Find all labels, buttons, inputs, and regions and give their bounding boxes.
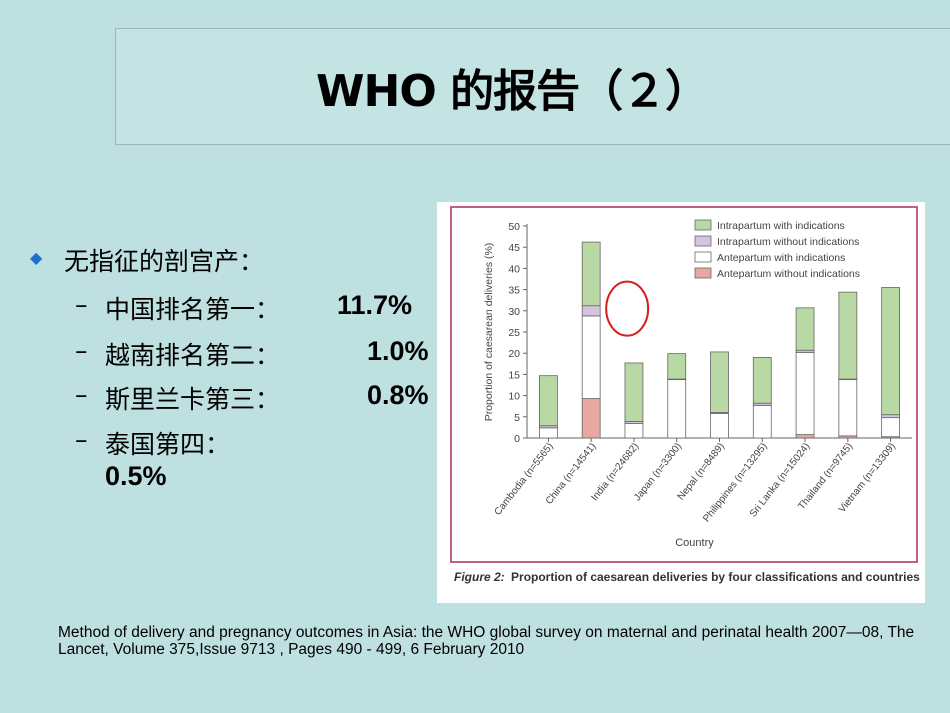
legend-label: Intrapartum without indications <box>717 236 859 248</box>
bar-segment <box>581 241 601 307</box>
y-tick-label: 40 <box>508 263 520 275</box>
bar-segment <box>795 434 815 439</box>
dash-icon: – <box>75 290 88 319</box>
bar-segment <box>581 305 601 317</box>
y-tick-label: 25 <box>508 327 520 339</box>
y-tick-label: 35 <box>508 285 520 297</box>
bar-segment <box>795 307 815 351</box>
y-tick-label: 10 <box>508 391 520 403</box>
dash-icon: – <box>75 380 88 409</box>
bar-segment <box>752 404 772 439</box>
sub-item-value: 1.0% <box>367 336 429 366</box>
bar-segment <box>624 362 644 422</box>
bar-segment <box>838 379 858 437</box>
citation: Method of delivery and pregnancy outcome… <box>58 624 915 658</box>
caption-text: Proportion of caesarean deliveries by fo… <box>511 570 920 584</box>
legend-label: Antepartum with indications <box>717 252 845 264</box>
chart-figure: 0 5 10 15 20 25 30 35 40 45 50 Proportion of caesar… <box>437 202 925 603</box>
bar-segment <box>881 417 900 438</box>
y-tick-label: 50 <box>508 221 520 233</box>
sub-item-value: 0.5% <box>105 461 167 491</box>
legend-label: Intrapartum with indications <box>717 220 845 232</box>
bar-segment <box>881 414 900 419</box>
sub-item-label: 斯里兰卡第三： <box>105 385 281 414</box>
bar-segment <box>581 315 601 399</box>
legend-label: Antepartum without indications <box>717 268 860 280</box>
figure-caption: Figure 2: Proportion of caesarean delive… <box>454 570 920 584</box>
bar-segment <box>710 351 729 413</box>
legend-swatch <box>694 235 712 247</box>
title-box <box>115 28 950 145</box>
bar-segment <box>581 398 601 439</box>
bar-chart: 0 5 10 15 20 25 30 35 40 45 50 Proportion of caesar… <box>450 206 920 584</box>
sub-item-label: 泰国第四： <box>105 430 231 459</box>
bar-segment <box>667 353 687 380</box>
bar-segment <box>624 423 644 439</box>
y-tick-label: 45 <box>508 242 520 254</box>
dash-icon: – <box>75 336 88 365</box>
caption-label: Figure 2: <box>454 570 505 584</box>
bar-segment <box>752 357 772 404</box>
y-tick-label: 15 <box>508 369 520 381</box>
slide-title: WHO 的报告（２） <box>316 66 709 117</box>
y-axis-label: Proportion of caesarean deliveries (%) <box>483 243 495 422</box>
legend-swatch <box>694 251 712 263</box>
sub-item-value: 0.8% <box>367 380 429 410</box>
highlight-circle <box>605 280 650 337</box>
diamond-bullet-icon: ◆ <box>30 248 43 267</box>
bar-segment <box>838 291 858 380</box>
y-tick-label: 30 <box>508 306 520 318</box>
bar-segment <box>539 375 558 427</box>
y-tick-label: 5 <box>514 412 520 424</box>
bar-segment <box>667 379 687 439</box>
bar-segment <box>881 287 900 416</box>
legend-swatch <box>694 219 712 231</box>
bar-segment <box>710 413 729 439</box>
legend-swatch <box>694 267 712 279</box>
y-tick-label: 20 <box>508 348 520 360</box>
bar-segment <box>539 427 558 439</box>
sub-item-value: 11.7% <box>337 290 413 320</box>
x-axis-label: Country <box>675 537 714 549</box>
y-tick-label: 0 <box>514 433 520 445</box>
bar-segment <box>795 351 815 436</box>
sub-item-label: 越南排名第二： <box>105 341 281 370</box>
bullet-main-text: 无指征的剖宫产： <box>64 247 265 276</box>
dash-icon: – <box>75 425 88 454</box>
sub-item-label: 中国排名第一： <box>105 295 281 324</box>
